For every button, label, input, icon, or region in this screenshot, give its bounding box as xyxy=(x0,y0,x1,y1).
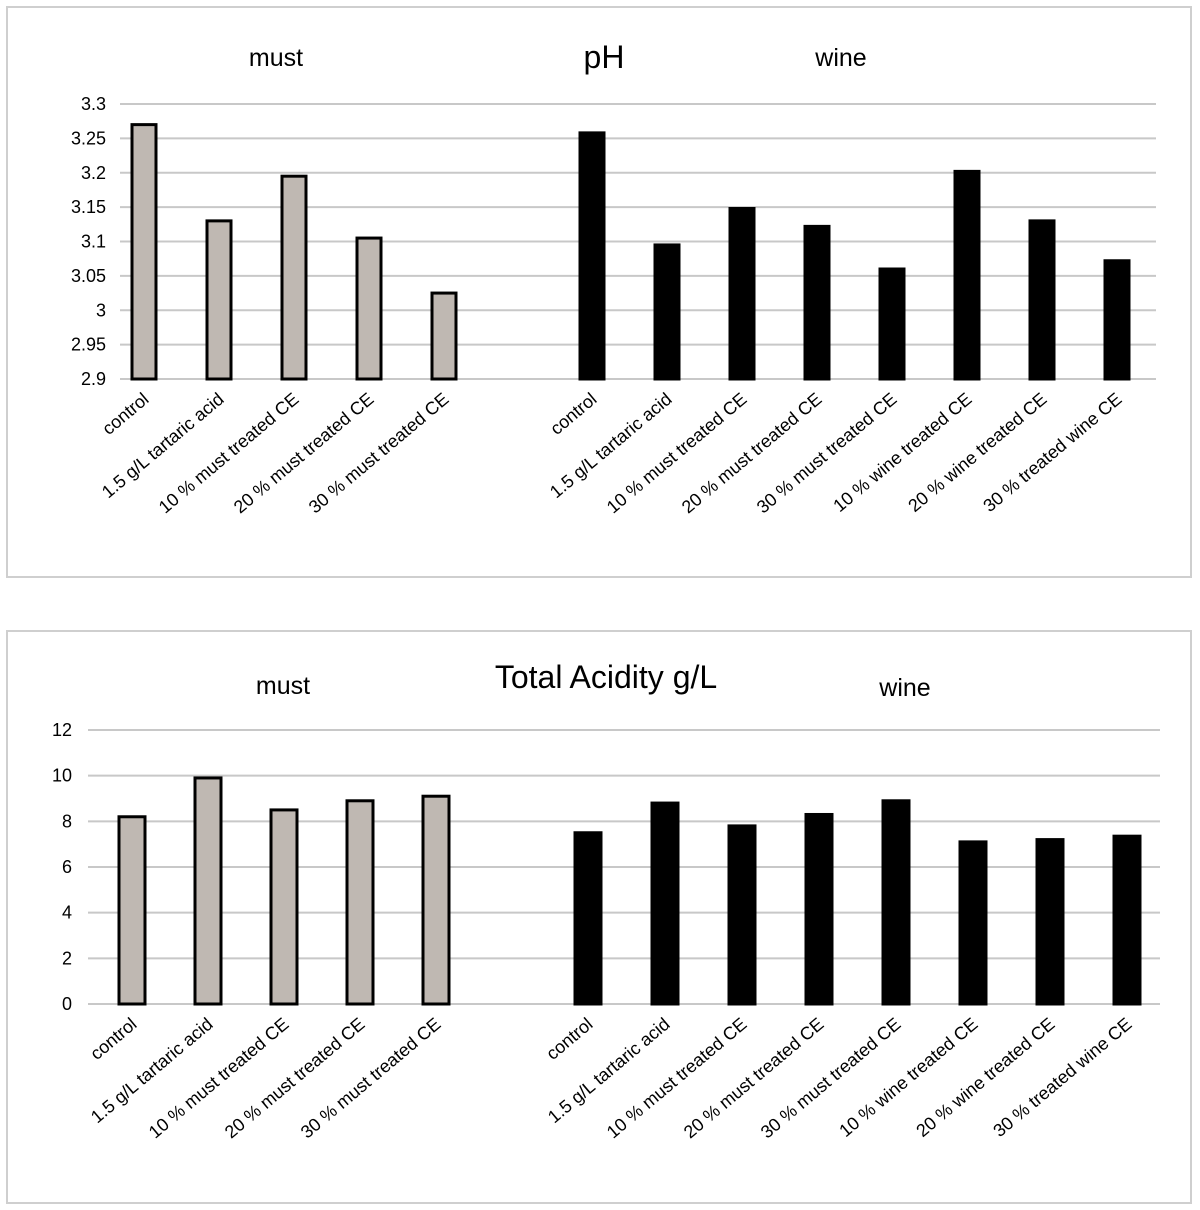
y-tick-label: 2.9 xyxy=(81,369,106,389)
bar-must-control xyxy=(117,815,147,1006)
y-tick-label: 12 xyxy=(52,720,72,740)
x-tick-label: 20 % must treated CE xyxy=(230,389,378,518)
bar-must-1-5-g-l-tartaric-acid xyxy=(193,776,223,1006)
y-tick-label: 3.15 xyxy=(71,197,106,217)
group-label-wine: wine xyxy=(814,44,866,72)
x-tick-label: 30 % must treated CE xyxy=(297,1014,445,1143)
bar-must-30-must-treated-ce xyxy=(430,291,458,381)
bar-must-30-must-treated-ce xyxy=(421,794,451,1006)
ph-chart: pH must wine 2.9 2.95 3 3.05 3.1 3.15 3.2 3.25 3… xyxy=(71,39,1156,518)
x-tick-label: control xyxy=(546,389,600,439)
bar-wine-10-wine-treated-ce xyxy=(958,840,988,1006)
bar-must-20-must-treated-ce xyxy=(345,799,375,1006)
y-tick-label: 3.3 xyxy=(81,94,106,114)
y-tick-label: 4 xyxy=(62,903,72,923)
x-tick-label: 10 % wine treated CE xyxy=(835,1014,981,1141)
total-acidity-chart: Total Acidity g/L must wine 0 2 4 6 8 10 12 con… xyxy=(52,659,1160,1143)
x-tick-label: 20 % must treated CE xyxy=(221,1014,369,1143)
bar-wine-20-must-treated-ce xyxy=(803,224,831,381)
bar-must-1-5-g-l-tartaric-acid xyxy=(205,219,233,381)
x-tick-label: 30 % must treated CE xyxy=(757,1014,905,1143)
bar-wine-10-wine-treated-ce xyxy=(953,169,981,381)
x-tick-label: 10 % must treated CE xyxy=(603,1014,751,1143)
bar-wine-20-wine-treated-ce xyxy=(1035,838,1065,1006)
chart-title: Total Acidity g/L xyxy=(495,659,717,695)
bar-must-10-must-treated-ce xyxy=(280,174,308,381)
x-tick-label: 30 % must treated CE xyxy=(305,389,453,518)
y-tick-label: 3.05 xyxy=(71,266,106,286)
x-tick-label: 20 % wine treated CE xyxy=(904,389,1050,516)
bar-wine-control xyxy=(578,131,606,381)
x-tick-label: 30 % treated wine CE xyxy=(979,389,1125,516)
bar-wine-1-5-g-l-tartaric-acid xyxy=(650,801,680,1006)
x-tick-label: 10 % must treated CE xyxy=(145,1014,293,1143)
x-tick-label: 1.5 g/L tartaric acid xyxy=(98,389,228,502)
x-tick-label: 30 % treated wine CE xyxy=(989,1014,1135,1141)
x-tick-label: 10 % must treated CE xyxy=(603,389,751,518)
y-tick-label: 3.1 xyxy=(81,232,106,252)
x-tick-label: 20 % must treated CE xyxy=(678,389,826,518)
group-label-wine: wine xyxy=(878,674,930,702)
bar-must-10-must-treated-ce xyxy=(269,808,299,1006)
y-tick-label: 2 xyxy=(62,948,72,968)
y-tick-label: 3 xyxy=(96,300,106,320)
bar-wine-20-must-treated-ce xyxy=(804,812,834,1006)
bar-wine-10-must-treated-ce xyxy=(727,824,757,1006)
bar-wine-30-must-treated-ce xyxy=(881,799,911,1006)
x-tick-label: 20 % wine treated CE xyxy=(912,1014,1058,1141)
bar-wine-30-treated-wine-ce xyxy=(1112,834,1142,1006)
y-tick-label: 8 xyxy=(62,811,72,831)
total-acidity-chart-panel: Total Acidity g/L must wine 0 2 4 6 8 10 12 con… xyxy=(6,630,1192,1204)
x-tick-label: 20 % must treated CE xyxy=(680,1014,828,1143)
x-tick-label: 10 % wine treated CE xyxy=(829,389,975,516)
y-tick-label: 10 xyxy=(52,766,72,786)
x-tick-label: control xyxy=(542,1014,596,1064)
x-tick-label: 30 % must treated CE xyxy=(753,389,901,518)
y-tick-label: 6 xyxy=(62,857,72,877)
group-label-must: must xyxy=(256,672,310,700)
bar-wine-1-5-g-l-tartaric-acid xyxy=(653,243,681,381)
x-tick-label: 1.5 g/L tartaric acid xyxy=(546,389,676,502)
group-label-must: must xyxy=(249,44,303,72)
bar-wine-control xyxy=(573,831,603,1006)
x-tick-label: 10 % must treated CE xyxy=(155,389,303,518)
bar-wine-20-wine-treated-ce xyxy=(1028,219,1056,381)
chart-title: pH xyxy=(584,39,625,75)
bar-must-20-must-treated-ce xyxy=(355,236,383,381)
bar-wine-10-must-treated-ce xyxy=(728,207,756,381)
bar-must-control xyxy=(130,123,158,381)
y-tick-label: 3.2 xyxy=(81,163,106,183)
bar-wine-30-treated-wine-ce xyxy=(1103,259,1131,381)
x-tick-label: control xyxy=(98,389,152,439)
y-tick-label: 0 xyxy=(62,994,72,1014)
bar-wine-30-must-treated-ce xyxy=(878,267,906,381)
x-tick-label: control xyxy=(86,1014,140,1064)
y-tick-label: 3.25 xyxy=(71,128,106,148)
y-tick-label: 2.95 xyxy=(71,335,106,355)
ph-chart-panel: pH must wine 2.9 2.95 3 3.05 3.1 3.15 3.2 3.25 3… xyxy=(6,6,1192,578)
